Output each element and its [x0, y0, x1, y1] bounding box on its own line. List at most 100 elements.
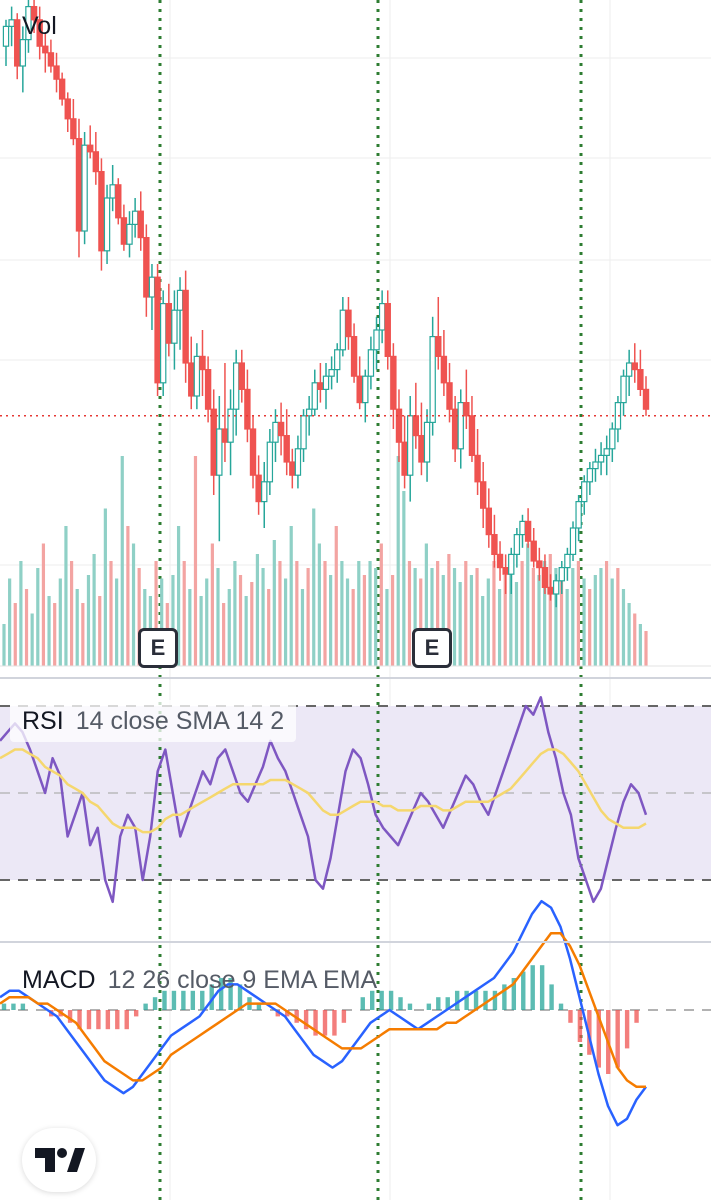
macd-hist-bar-27 [256, 1003, 262, 1010]
candle-body-4 [25, 5, 32, 41]
candle-body-110 [620, 375, 627, 404]
candle-body-94 [530, 540, 537, 562]
macd-hist-bar-13 [124, 1010, 129, 1030]
candle-body-20 [115, 184, 122, 219]
macd-hist-bar-42 [398, 997, 403, 1010]
volume-bar-11 [64, 526, 68, 666]
candle-body-39 [221, 428, 229, 443]
volume-bar-10 [58, 578, 62, 666]
macd-hist-bar-16 [152, 997, 158, 1010]
candle-body-6 [36, 19, 43, 47]
candle-body-23 [131, 210, 139, 225]
candle-body-111 [625, 362, 633, 377]
candle-body-1 [8, 19, 15, 27]
candle-body-83 [468, 415, 476, 456]
macd-hist-bar-33 [313, 1010, 318, 1036]
volume-bar-20 [115, 578, 119, 666]
candle-body-76 [429, 336, 436, 424]
candle-body-91 [513, 533, 521, 555]
tradingview-logo-icon[interactable] [22, 1128, 96, 1192]
candle-body-85 [479, 481, 487, 509]
macd-hist-bar-11 [105, 1010, 111, 1030]
candle-body-63 [356, 375, 363, 404]
macd-hist-bar-49 [464, 990, 469, 1010]
volume-bar-111 [627, 603, 631, 666]
volume-bar-56 [317, 543, 321, 666]
rsi-legend[interactable]: RSI 14 close SMA 14 2 [10, 700, 297, 742]
candle-body-31 [176, 289, 184, 311]
candle-body-114 [642, 388, 650, 410]
volume-bar-105 [593, 575, 597, 666]
candle-body-49 [277, 421, 285, 437]
candle-body-26 [148, 276, 156, 298]
candle-body-45 [255, 474, 262, 503]
macd-hist-bar-57 [539, 965, 545, 1010]
volume-bar-90 [509, 568, 513, 666]
candle-body-28 [159, 303, 167, 384]
candle-body-33 [188, 362, 195, 397]
candle-body-61 [345, 309, 352, 338]
volume-bar-37 [210, 543, 214, 666]
volume-bar-44 [250, 582, 254, 666]
candle-body-34 [193, 355, 201, 397]
candle-body-16 [92, 151, 100, 173]
candle-body-75 [423, 421, 431, 463]
volume-bar-53 [300, 589, 305, 666]
volume-bar-80 [452, 568, 457, 666]
volume-bar-2 [13, 603, 17, 666]
volume-bar-93 [526, 543, 530, 666]
macd-hist-bar-65 [615, 1010, 620, 1068]
candle-body-66 [373, 329, 380, 351]
volume-bar-109 [616, 568, 620, 666]
volume-bar-66 [374, 568, 378, 666]
candle-body-35 [199, 355, 206, 371]
candle-body-3 [19, 38, 27, 67]
volume-bar-57 [323, 561, 327, 666]
volume-bar-64 [362, 575, 367, 666]
volume-bar-21 [120, 456, 124, 666]
candle-body-92 [519, 520, 526, 536]
candle-body-27 [154, 276, 161, 384]
volume-bar-7 [41, 543, 46, 666]
candle-body-73 [412, 415, 420, 437]
volume-bar-81 [458, 582, 462, 666]
candle-body-102 [575, 501, 582, 529]
volume-bar-33 [188, 589, 192, 666]
volume-bar-79 [447, 554, 451, 666]
volume-bar-67 [379, 543, 383, 666]
candle-body-41 [232, 362, 240, 410]
candle-body-53 [300, 415, 307, 450]
volume-bar-77 [436, 561, 440, 666]
macd-hist-bar-60 [568, 1010, 573, 1023]
volume-bar-17 [98, 596, 102, 666]
candle-body-32 [182, 289, 189, 364]
candle-body-58 [328, 369, 335, 377]
volume-bar-71 [402, 491, 406, 666]
earnings-badge-2[interactable]: E [412, 628, 452, 668]
candle-body-67 [378, 303, 386, 331]
candle-body-90 [508, 553, 515, 575]
volume-bar-94 [531, 568, 535, 666]
volume-bar-9 [53, 603, 57, 666]
macd-hist-bar-20 [190, 990, 196, 1010]
candle-body-70 [395, 408, 403, 443]
volume-bar-84 [475, 568, 479, 666]
candle-body-47 [266, 441, 274, 483]
earnings-badge-1[interactable]: E [138, 628, 178, 668]
candle-body-97 [547, 586, 554, 595]
candle-body-25 [143, 237, 150, 298]
macd-hist-bar-39 [370, 990, 375, 1010]
volume-bar-50 [283, 578, 288, 666]
candle-body-8 [47, 52, 55, 67]
volume-bar-23 [131, 543, 136, 666]
candle-body-17 [98, 171, 105, 252]
macd-hist-bar-61 [577, 1010, 583, 1042]
macd-hist-bar-12 [115, 1010, 120, 1030]
volume-bar-51 [289, 526, 293, 666]
volume-bar-3 [19, 561, 23, 666]
macd-legend[interactable]: MACD 12 26 close 9 EMA EMA [22, 966, 377, 995]
candle-body-21 [120, 217, 128, 245]
volume-bar-108 [610, 578, 614, 666]
